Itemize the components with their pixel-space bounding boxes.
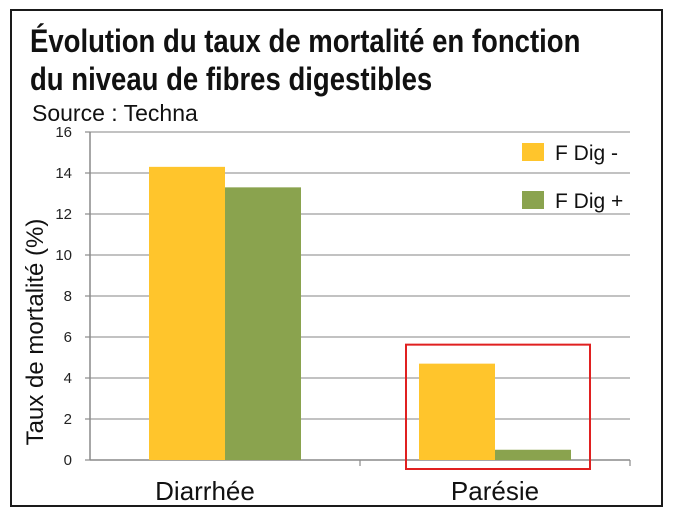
- legend-label: F Dig -: [555, 142, 618, 165]
- y-tick-label: 10: [55, 247, 72, 264]
- y-tick-label: 6: [64, 329, 72, 346]
- chart-title: Évolution du taux de mortalité en foncti…: [30, 22, 580, 98]
- chart-frame: [10, 9, 663, 507]
- highlight-box: [405, 343, 591, 470]
- legend: F Dig - F Dig +: [522, 142, 623, 213]
- bar-f-dig-minus-paresie: [419, 363, 495, 460]
- chart-title-line-1: Évolution du taux de mortalité en foncti…: [30, 23, 581, 59]
- y-tick-label: 2: [64, 411, 72, 428]
- y-tick-label: 8: [64, 288, 72, 305]
- y-axis-ticks: 0 2 4 6 8 10 12 14 16: [55, 124, 72, 469]
- x-axis-categories: Diarrhée Parésie: [155, 476, 539, 506]
- y-axis-label: Taux de mortalité (%): [22, 219, 49, 446]
- highlight-rectangle: [405, 343, 591, 470]
- bars: [149, 166, 571, 460]
- y-tick-label: 0: [64, 452, 72, 469]
- legend-label: F Dig +: [555, 190, 623, 213]
- y-tick-label: 16: [55, 124, 72, 141]
- bar-f-dig-minus-diarrhee: [149, 166, 225, 460]
- bar-f-dig-plus-paresie: [495, 449, 571, 460]
- chart-subtitle: Source : Techna: [32, 100, 198, 126]
- y-tick-label: 4: [64, 370, 72, 387]
- chart-title-line-2: du niveau de fibres digestibles: [30, 61, 433, 97]
- bar-f-dig-plus-diarrhee: [225, 187, 301, 460]
- x-category-label: Parésie: [451, 476, 539, 506]
- legend-swatch: [522, 143, 544, 161]
- legend-swatch: [522, 191, 544, 209]
- y-tick-label: 12: [55, 206, 72, 223]
- y-tick-label: 14: [55, 165, 72, 182]
- x-category-label: Diarrhée: [155, 476, 255, 506]
